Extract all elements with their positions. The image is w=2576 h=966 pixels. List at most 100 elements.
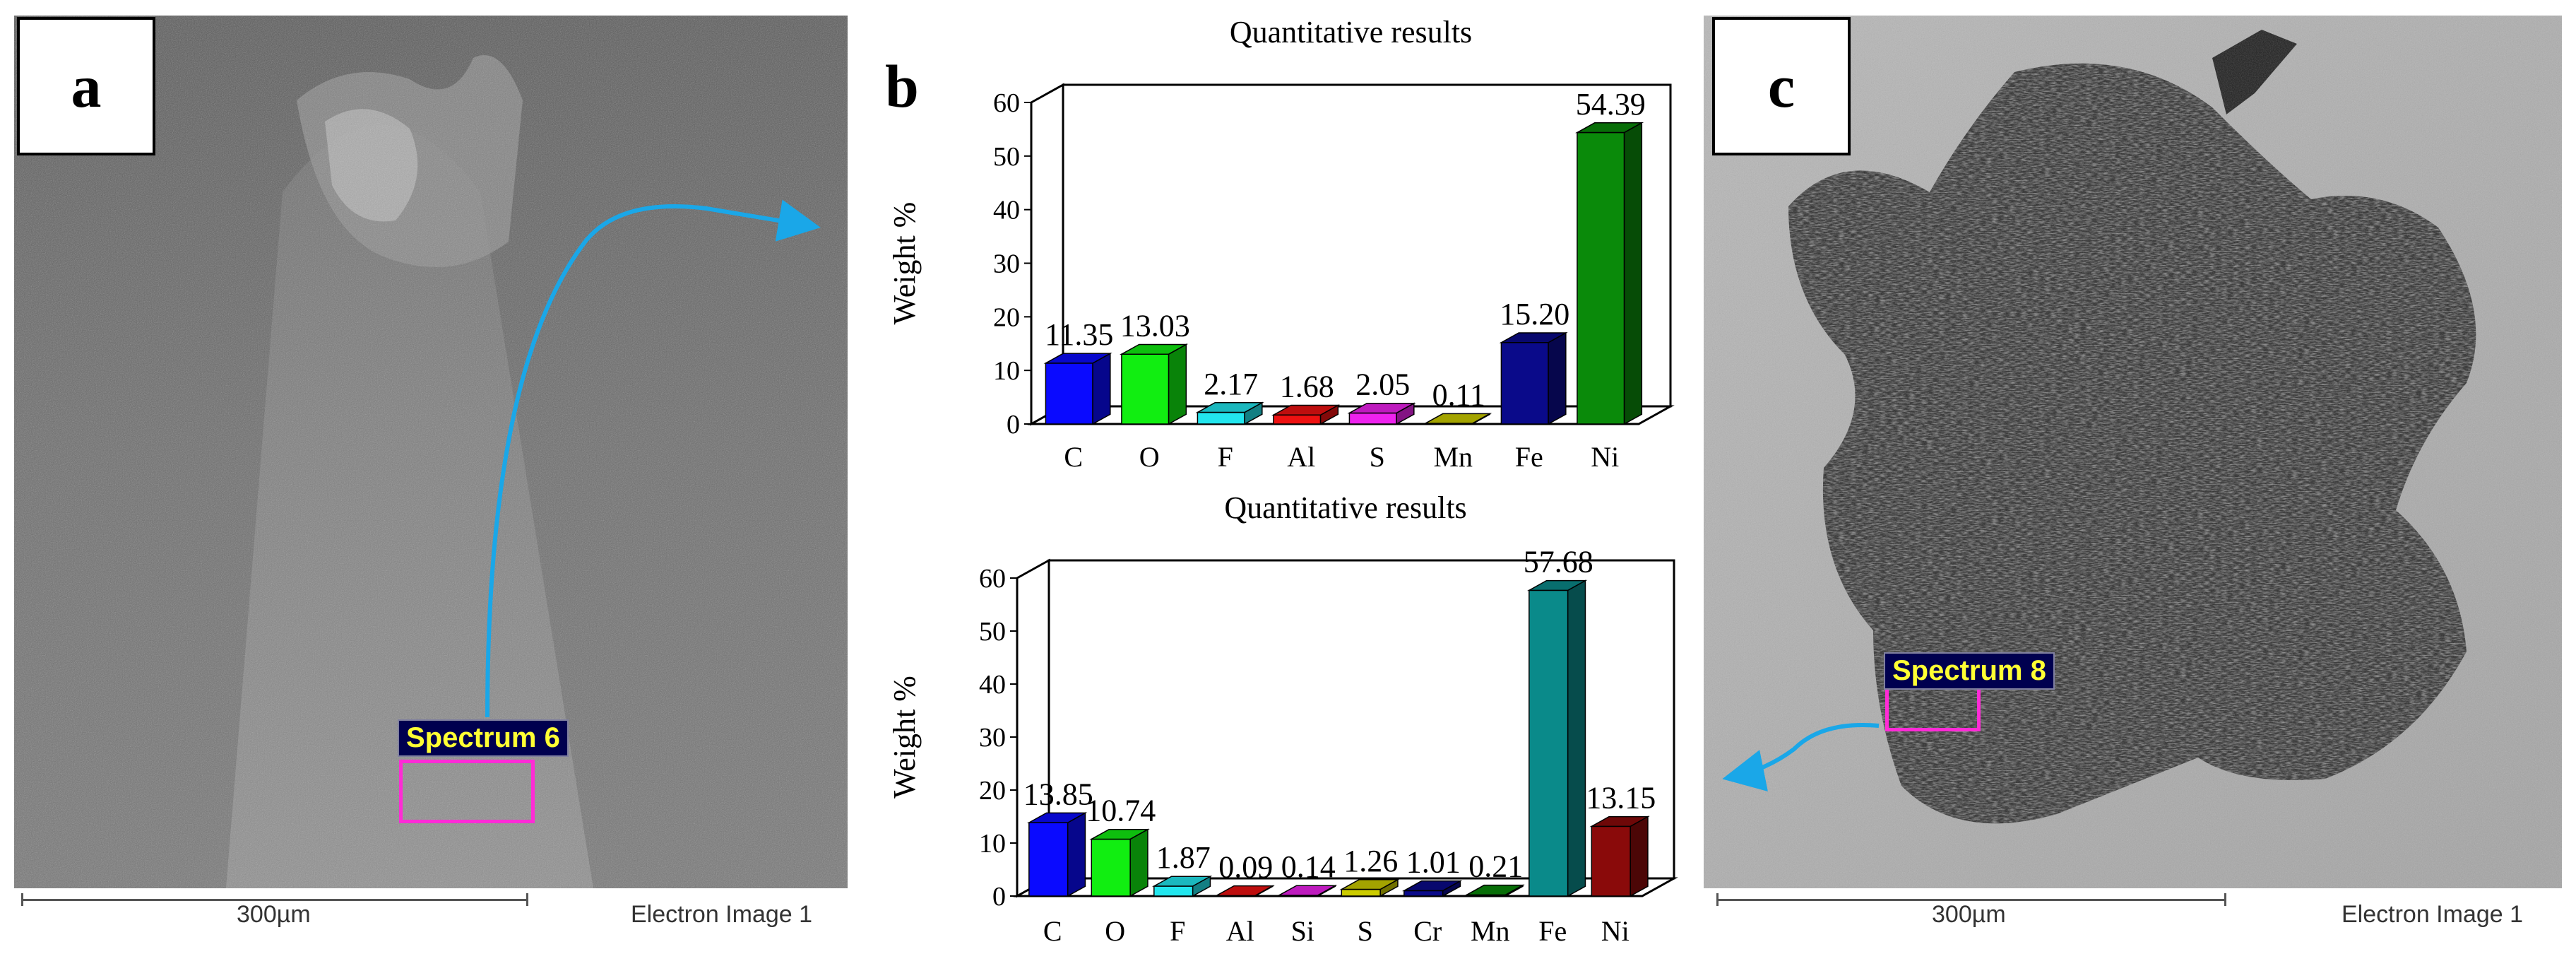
scale-label-c: 300µm — [1932, 901, 2006, 928]
bar-O — [1120, 343, 1189, 425]
bar-top — [1499, 332, 1568, 343]
bar-chart-top: Quantitative results 0 10 20 30 40 50 60 Weight … — [876, 7, 1695, 481]
bar-side — [1630, 815, 1649, 897]
y-tick-label: 50 — [993, 142, 1020, 172]
value-label: 1.01 — [1406, 845, 1461, 880]
bar-front — [1348, 412, 1397, 425]
bar-front — [1403, 890, 1444, 897]
category-label: Al — [1287, 441, 1315, 473]
panel-label-c: c — [1712, 17, 1851, 155]
bar-top — [1276, 885, 1338, 896]
category-label: C — [1064, 441, 1083, 473]
spectrum-6-box — [399, 760, 535, 823]
bar-front — [1153, 885, 1194, 897]
panel-label-b: b — [885, 52, 919, 120]
bar-front — [1529, 589, 1569, 897]
bar-Cr — [1401, 880, 1463, 897]
category-label: Al — [1226, 915, 1254, 947]
sem-texture-c — [1704, 16, 2562, 888]
bar-front — [1273, 414, 1322, 425]
bar-top — [1120, 343, 1189, 355]
y-tick-label: 0 — [992, 882, 1006, 912]
category-label: Mn — [1471, 915, 1510, 947]
y-tick-label: 0 — [1007, 410, 1020, 440]
bar-side — [1129, 828, 1148, 897]
y-tick-label: 10 — [993, 356, 1020, 386]
bar-front — [1341, 888, 1381, 897]
y-axis-label: Weight % — [887, 202, 922, 325]
category-label: O — [1105, 915, 1125, 947]
bar-top — [1575, 122, 1644, 134]
bar-front — [1591, 825, 1631, 897]
value-label: 13.03 — [1120, 308, 1190, 343]
category-label: C — [1043, 915, 1062, 947]
bar-chart-top-svg: Quantitative results 0 10 20 30 40 50 60 Weight … — [887, 15, 1675, 473]
category-label: Fe — [1538, 915, 1567, 947]
value-label: 57.68 — [1524, 545, 1593, 579]
scale-bar-c — [1716, 899, 2226, 901]
bar-top — [1589, 815, 1650, 827]
bar-front — [1045, 363, 1093, 425]
bar-chart-bottom: Quantitative results 0 10 20 30 40 50 60 Weight … — [876, 486, 1695, 966]
y-tick-label: 50 — [979, 617, 1006, 647]
y-tick-label: 40 — [993, 196, 1020, 225]
panel-label-a: a — [17, 17, 155, 155]
bar-top — [1423, 413, 1492, 424]
bar-top — [1339, 879, 1400, 890]
category-label: Cr — [1413, 915, 1442, 947]
category-label: S — [1358, 915, 1373, 947]
value-label: 0.14 — [1281, 849, 1336, 884]
y-tick-label: 40 — [979, 670, 1006, 700]
category-label: O — [1139, 441, 1160, 473]
bar-Mn — [1464, 884, 1525, 897]
value-label: 13.15 — [1586, 781, 1656, 815]
bar-F — [1195, 401, 1264, 425]
category-label: F — [1218, 441, 1233, 473]
bar-top — [1271, 404, 1341, 416]
chart-title: Quantitative results — [1224, 490, 1466, 525]
y-axis-label: Weight % — [887, 676, 922, 799]
bar-side — [1567, 579, 1586, 897]
image-caption-a: Electron Image 1 — [631, 901, 813, 928]
value-label: 0.11 — [1432, 377, 1485, 412]
bar-Ni — [1575, 122, 1644, 425]
category-label: Si — [1291, 915, 1314, 947]
category-label: Ni — [1601, 915, 1630, 947]
value-label: 54.39 — [1576, 87, 1646, 122]
category-label: Ni — [1591, 441, 1619, 473]
category-label: Mn — [1433, 441, 1473, 473]
value-label: 1.26 — [1343, 844, 1398, 878]
value-label: 10.74 — [1086, 794, 1156, 828]
bar-top — [1464, 884, 1525, 896]
bar-side — [1548, 331, 1567, 425]
bar-C — [1043, 352, 1112, 425]
category-label: S — [1370, 441, 1385, 473]
value-label: 1.87 — [1156, 840, 1211, 875]
bar-O — [1089, 828, 1150, 897]
y-tick-label: 30 — [993, 249, 1020, 279]
sem-image-c — [1704, 16, 2562, 888]
scale-label-a: 300µm — [237, 901, 311, 928]
value-label: 11.35 — [1045, 317, 1113, 352]
bar-top — [1043, 353, 1112, 364]
scale-tick — [1716, 893, 1719, 906]
value-label: 0.09 — [1218, 850, 1273, 885]
bar-top — [1195, 402, 1264, 413]
bar-top — [1151, 876, 1213, 887]
bar-top — [1089, 828, 1150, 840]
bar-S — [1339, 878, 1400, 897]
scale-tick — [526, 893, 528, 906]
scale-tick — [21, 893, 23, 906]
bar-C — [1026, 812, 1088, 897]
y-tick-label: 20 — [979, 776, 1006, 806]
bar-top — [1347, 402, 1416, 414]
value-label: 13.85 — [1023, 777, 1093, 811]
bar-Ni — [1589, 815, 1650, 897]
bar-front — [1121, 353, 1170, 425]
bar-top — [1401, 880, 1463, 892]
bar-Fe — [1526, 579, 1588, 897]
image-caption-c: Electron Image 1 — [2341, 901, 2524, 928]
y-tick-label: 60 — [979, 564, 1006, 594]
bar-side — [1067, 812, 1086, 897]
